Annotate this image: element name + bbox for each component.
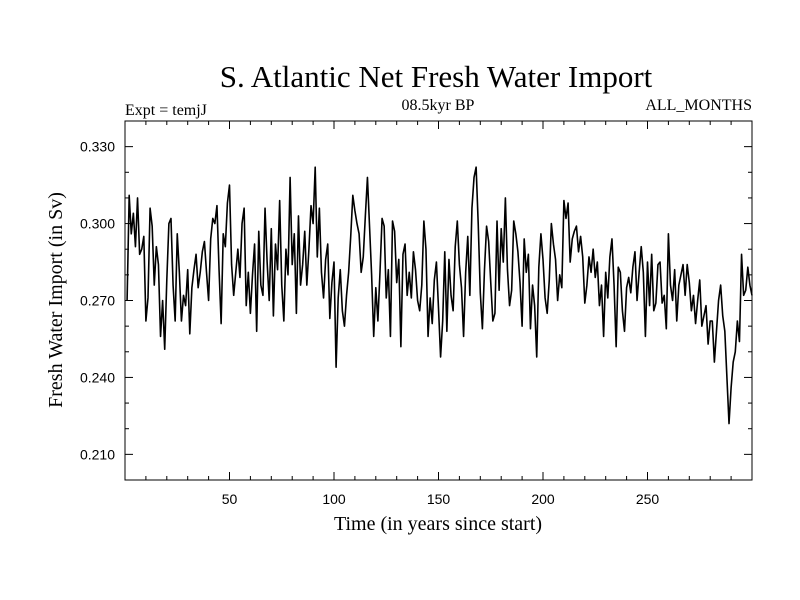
y-tick-label: 0.210	[80, 446, 115, 462]
chart-subtitle-left: Expt = temjJ	[125, 102, 207, 119]
y-tick-label: 0.300	[80, 216, 115, 232]
y-axis-ticks	[125, 146, 752, 455]
x-tick-label: 150	[427, 491, 451, 507]
series-line-fresh-water-import	[126, 166, 753, 425]
y-axis-tick-labels: 0.210 0.240 0.270 0.300 0.330	[80, 139, 115, 463]
x-tick-label: 50	[222, 491, 238, 507]
x-axis-tick-labels: 50 100 150 200 250	[222, 491, 660, 507]
chart-title: S. Atlantic Net Fresh Water Import	[220, 59, 653, 94]
x-axis-ticks	[145, 121, 732, 480]
y-tick-label: 0.270	[80, 293, 115, 309]
chart-subtitle-right: ALL_MONTHS	[645, 97, 752, 114]
chart-subtitle-center: 08.5kyr BP	[402, 97, 475, 114]
x-tick-label: 250	[636, 491, 660, 507]
y-tick-label: 0.330	[80, 139, 115, 155]
y-tick-label: 0.240	[80, 369, 115, 385]
x-tick-label: 200	[531, 491, 555, 507]
x-tick-label: 100	[322, 491, 346, 507]
y-axis-label: Fresh Water Import (in Sv)	[45, 192, 67, 408]
x-axis-label: Time (in years since start)	[334, 513, 542, 535]
